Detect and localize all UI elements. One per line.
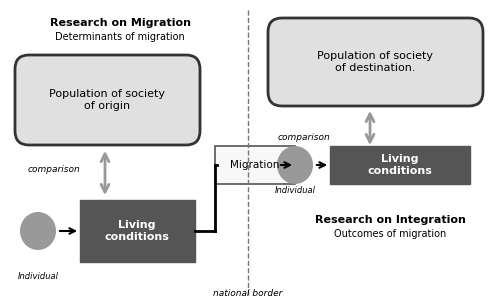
Text: Determinants of migration: Determinants of migration	[55, 32, 185, 42]
Text: comparison: comparison	[28, 165, 81, 174]
Text: Outcomes of migration: Outcomes of migration	[334, 229, 446, 239]
Text: Living
conditions: Living conditions	[368, 154, 432, 176]
Text: national border: national border	[214, 289, 282, 298]
Text: Individual: Individual	[274, 186, 316, 195]
Text: Population of society
of destination.: Population of society of destination.	[317, 51, 433, 73]
FancyBboxPatch shape	[268, 18, 483, 106]
Text: Research on Integration: Research on Integration	[314, 215, 466, 225]
Ellipse shape	[20, 212, 56, 250]
FancyBboxPatch shape	[15, 55, 200, 145]
Text: Individual: Individual	[18, 272, 58, 281]
Text: Research on Migration: Research on Migration	[50, 18, 190, 28]
Ellipse shape	[277, 146, 313, 184]
Text: comparison: comparison	[278, 133, 331, 143]
Text: Migration: Migration	[230, 160, 280, 170]
Text: Population of society
of origin: Population of society of origin	[49, 89, 165, 111]
Bar	[215, 146, 295, 184]
Bar	[80, 200, 195, 262]
Text: Living
conditions: Living conditions	[104, 220, 170, 242]
Bar	[330, 146, 470, 184]
